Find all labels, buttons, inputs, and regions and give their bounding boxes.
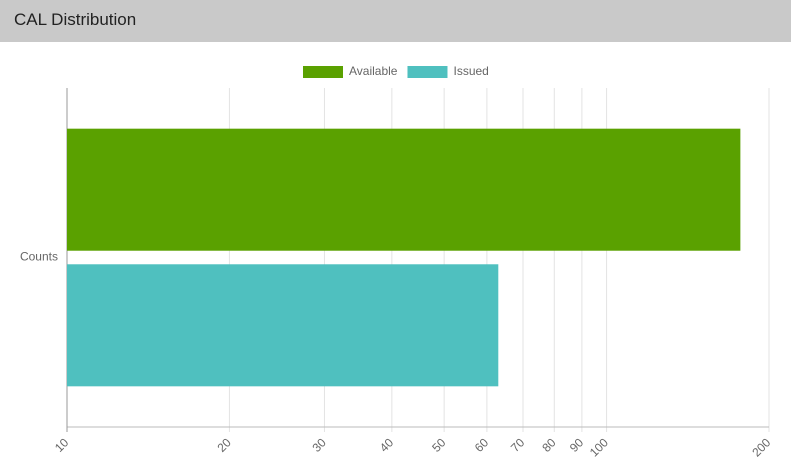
x-tick-label: 10 (52, 435, 72, 455)
x-tick-label: 30 (309, 435, 329, 455)
legend-label: Available (349, 64, 398, 78)
x-tick-label: 200 (749, 435, 773, 459)
x-tick-label: 70 (508, 435, 528, 455)
x-tick-label: 50 (429, 435, 449, 455)
x-tick-label: 100 (587, 435, 611, 459)
chart-title: CAL Distribution (14, 10, 137, 29)
x-tick-label: 80 (539, 435, 559, 455)
legend-swatch (303, 66, 343, 78)
bar (67, 128, 741, 251)
x-tick-label: 60 (472, 435, 492, 455)
x-tick-label: 20 (214, 435, 234, 455)
x-tick-label: 90 (567, 435, 587, 455)
x-tick-label: 40 (377, 435, 397, 455)
legend-swatch (407, 66, 448, 78)
panel-header: CAL Distribution (0, 0, 791, 42)
bar (67, 264, 499, 387)
y-tick-label: Counts (20, 250, 58, 264)
legend-label: Issued (453, 64, 488, 78)
chart: 10 20 30 40 50 60 70 80 90 100 200 Available Issued C… (20, 64, 774, 459)
